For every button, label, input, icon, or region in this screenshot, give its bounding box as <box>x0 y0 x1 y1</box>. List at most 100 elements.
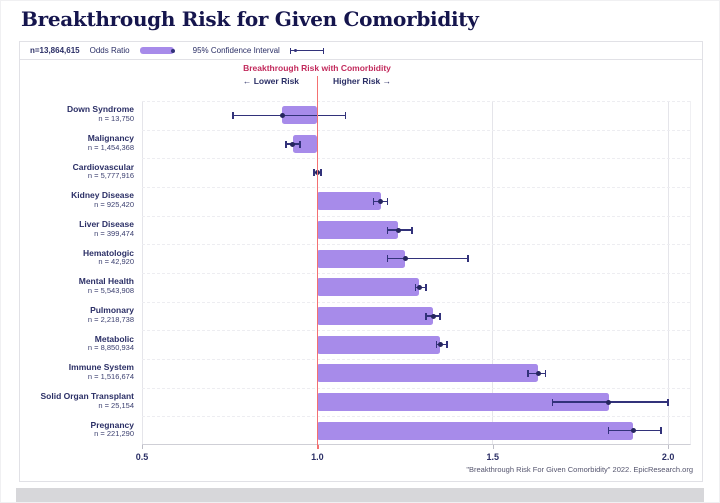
category-n-count: n = 2,218,738 <box>87 314 134 324</box>
reference-line <box>316 76 319 449</box>
tick-label: 0.5 <box>135 452 149 462</box>
higher-risk-label: Higher Risk → <box>333 76 392 86</box>
category-name: Pregnancy <box>90 419 134 430</box>
point-estimate <box>630 428 636 434</box>
x-axis: 0.5 1.0 1.5 2.0 <box>136 445 691 471</box>
category-name: Liver Disease <box>79 219 134 229</box>
row-separator <box>142 301 690 303</box>
total-n-label: n=13,864,615 <box>30 46 80 55</box>
bar <box>317 421 634 440</box>
category-n-count: n = 5,543,908 <box>87 286 134 296</box>
bar <box>317 393 609 411</box>
category-labels-layer: Down Syndrome n = 13,750 Malignancy n = 1,4… <box>1 101 134 445</box>
lower-risk-label: ← Lower Risk <box>242 76 300 86</box>
point-estimate <box>402 256 408 262</box>
error-bar <box>233 114 346 117</box>
bar <box>317 278 420 297</box>
category-n-count: n = 8,850,934 <box>87 343 134 353</box>
error-bar-cap-high <box>667 398 669 406</box>
error-bar-cap-low <box>551 398 554 406</box>
row-separator <box>142 387 690 389</box>
category-label: Mental Health n = 5,543,908 <box>1 277 134 295</box>
row-separator <box>142 330 690 332</box>
category-name: Malignancy <box>87 133 134 143</box>
error-bar-cap-low <box>435 341 438 349</box>
error-bar-cap-low <box>414 283 417 291</box>
category-n-count: n = 221,290 <box>94 429 134 439</box>
point-estimate <box>437 342 443 348</box>
error-bar-cap-high <box>660 427 662 435</box>
category-name: Down Syndrome <box>66 104 134 115</box>
row-separator <box>142 158 690 160</box>
error-bar-cap-high <box>439 312 441 320</box>
point-estimate <box>378 198 384 204</box>
category-label: Kidney Disease n = 925,420 <box>1 191 134 209</box>
page-title: Breakthrough Risk for Given Comorbidity <box>21 7 479 31</box>
point-estimate <box>606 399 612 405</box>
category-name: Cardiovascular <box>72 161 134 172</box>
error-bar-cap-low <box>607 427 610 435</box>
category-name: Mental Health <box>78 276 134 287</box>
plot-area <box>141 76 691 449</box>
category-label: Hematologic n = 42,920 <box>1 248 134 267</box>
axis-tick <box>492 445 494 449</box>
bar <box>317 221 399 239</box>
category-n-count: n = 925,420 <box>94 200 134 210</box>
gridline <box>492 101 494 444</box>
category-n-count: n = 42,920 <box>98 257 134 267</box>
point-estimate <box>535 370 541 376</box>
category-name: Pulmonary <box>90 305 134 315</box>
category-label: Liver Disease n = 399,474 <box>1 219 134 238</box>
category-label: Cardiovascular n = 5,777,916 <box>1 161 134 181</box>
confidence-interval-icon <box>289 46 324 55</box>
row-separator <box>142 101 690 102</box>
category-label: Metabolic n = 8,850,934 <box>1 333 134 353</box>
category-n-count: n = 1,454,368 <box>87 142 134 152</box>
point-estimate <box>416 284 422 290</box>
bar <box>292 135 318 153</box>
bottom-gray-strip <box>16 488 704 502</box>
category-label: Immune System n = 1,516,674 <box>1 363 134 381</box>
error-bar <box>387 257 469 260</box>
point-estimate <box>430 313 436 319</box>
category-name: Metabolic <box>94 333 134 344</box>
ci-legend-label: 95% Confidence Interval <box>192 46 280 55</box>
odds-ratio-legend-label: Odds Ratio <box>89 46 130 55</box>
tick-label: 1.5 <box>486 452 500 462</box>
gridline <box>667 101 669 444</box>
category-label: Down Syndrome n = 13,750 <box>1 105 134 123</box>
error-bar-cap-high <box>425 283 427 291</box>
error-bar-cap-high <box>446 341 448 349</box>
axis-tick <box>317 445 319 449</box>
error-bar-cap-high <box>344 111 347 119</box>
bar <box>317 335 441 354</box>
axis-tick <box>668 445 670 449</box>
category-n-count: n = 399,474 <box>94 228 134 238</box>
bar <box>317 192 381 211</box>
odds-ratio-bar-icon <box>139 47 175 54</box>
bar <box>317 364 539 383</box>
error-bar-cap-high <box>386 197 389 205</box>
row-separator <box>142 359 690 360</box>
error-bar-cap-low <box>313 169 315 177</box>
category-label: Pregnancy n = 221,290 <box>1 419 134 439</box>
category-label: Pulmonary n = 2,218,738 <box>1 305 134 324</box>
row-separator <box>142 215 690 217</box>
chart-subtitle: Breakthrough Risk with Comorbidity <box>243 63 391 73</box>
category-name: Kidney Disease <box>71 190 134 201</box>
category-n-count: n = 13,750 <box>98 114 134 124</box>
point-estimate <box>279 112 285 118</box>
category-label: Solid Organ Transplant n = 25,154 <box>1 391 134 410</box>
category-name: Immune System <box>68 362 134 373</box>
row-separator <box>142 129 690 131</box>
error-bar-cap-low <box>285 140 287 148</box>
error-bar-cap-low <box>386 255 389 263</box>
axis-tick <box>142 445 143 449</box>
row-separator <box>142 187 690 188</box>
error-bar-cap-low <box>232 111 234 119</box>
category-name: Solid Organ Transplant <box>40 391 134 401</box>
category-n-count: n = 25,154 <box>98 400 134 410</box>
category-n-count: n = 1,516,674 <box>87 372 134 382</box>
category-n-count: n = 5,777,916 <box>87 171 134 181</box>
